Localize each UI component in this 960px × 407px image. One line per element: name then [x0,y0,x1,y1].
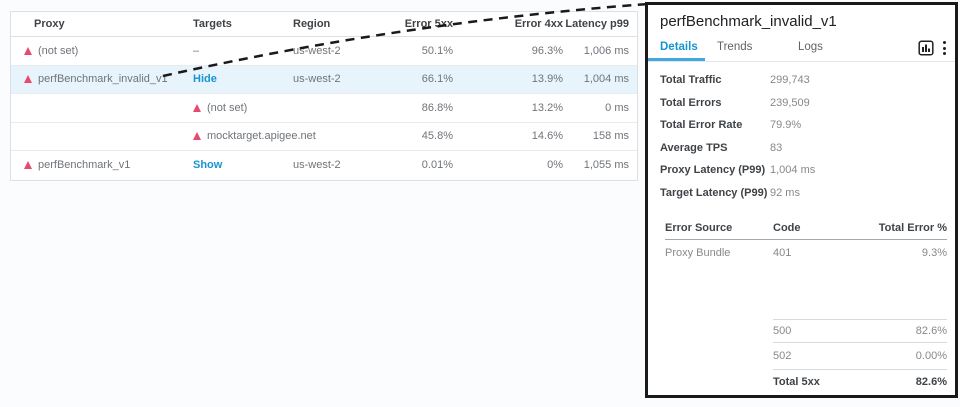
warning-triangle-icon [193,103,201,112]
region-value: us-west-2 [293,73,341,86]
code-value: 502 [773,350,792,362]
bar-chart-icon[interactable] [918,40,934,56]
column-header-targets: Targets [193,18,232,30]
error4xx-value: 0% [547,159,563,172]
proxy-name: perfBenchmark_v1 [38,159,131,172]
targets-value: – [193,44,200,57]
error4xx-value: 13.9% [531,73,563,86]
pct-value: 9.3% [921,247,947,259]
table-row[interactable]: perfBenchmark_v1 Show us-west-2 0.01% 0%… [11,151,637,180]
metric-row: Total Error Rate 79.9% [660,114,947,137]
metric-value: 92 ms [770,186,800,199]
metric-row: Total Errors 239,509 [660,92,947,115]
error-source-table: Error Source Code Total Error % Proxy Bu… [665,217,947,394]
pct-value: 0.00% [915,350,947,362]
error5xx-value: 45.8% [421,130,453,143]
target-name: mocktarget.apigee.net [207,130,316,143]
metrics-list: Total Traffic 299,743 Total Errors 239,5… [660,69,947,204]
metric-label: Average TPS [660,141,728,154]
error-table-spacer [665,266,947,319]
metric-label: Total Errors [660,96,722,109]
warning-triangle-icon [24,46,32,55]
table-row-target[interactable]: (not set) 86.8% 13.2% 0 ms [11,94,637,123]
tab-details[interactable]: Details [660,41,698,53]
error5xx-value: 66.1% [421,73,453,86]
table-row[interactable]: (not set) – us-west-2 50.1% 96.3% 1,006 … [11,37,637,66]
metric-value: 79.9% [770,119,802,132]
metric-value: 299,743 [770,74,810,87]
warning-triangle-icon [24,75,32,84]
column-header-proxy: Proxy [34,18,65,30]
metric-label: Target Latency (P99) [660,186,768,199]
metric-row: Average TPS 83 [660,137,947,160]
region-value: us-west-2 [293,159,341,172]
error5xx-value: 50.1% [421,44,453,57]
metric-value: 239,509 [770,96,810,109]
tab-divider [648,61,955,62]
proxy-detail-panel: perfBenchmark_invalid_v1 Details Trends … [645,2,958,398]
table-row-target[interactable]: mocktarget.apigee.net 45.8% 14.6% 158 ms [11,122,637,151]
total-5xx-pct: 82.6% [915,376,947,388]
metric-row: Total Traffic 299,743 [660,69,947,92]
error4xx-value: 14.6% [531,130,563,143]
metric-value: 83 [770,141,783,154]
show-targets-link[interactable]: Show [193,159,223,172]
panel-title: perfBenchmark_invalid_v1 [660,13,837,30]
metric-label: Proxy Latency (P99) [660,164,766,177]
error5xx-value: 86.8% [421,101,453,114]
total-error-pct-header: Total Error % [878,222,947,234]
warning-triangle-icon [193,132,201,141]
error-table-header: Error Source Code Total Error % [665,217,947,240]
column-header-region: Region [293,18,331,30]
code-value: 500 [773,325,792,337]
proxy-name: perfBenchmark_invalid_v1 [38,73,168,86]
metric-value: 1,004 ms [770,164,816,177]
active-tab-underline [648,58,705,61]
error-table-total-row: Total 5xx 82.6% [773,369,947,394]
metric-label: Total Error Rate [660,119,743,132]
column-header-error5xx: Error 5xx [404,18,453,30]
latency-value: 1,006 ms [583,44,629,57]
region-value: us-west-2 [293,44,341,57]
proxy-table: Proxy Targets Region Error 5xx Error 4xx… [10,11,638,181]
hide-targets-link[interactable]: Hide [193,73,217,86]
proxy-name: (not set) [38,44,79,57]
metric-row: Target Latency (P99) 92 ms [660,182,947,205]
error5xx-value: 0.01% [421,159,453,172]
error-table-row: 500 82.6% [773,319,947,342]
code-value: 401 [773,247,792,259]
error4xx-value: 96.3% [531,44,563,57]
error-source-value: Proxy Bundle [665,247,731,259]
kebab-menu-icon[interactable] [941,40,948,56]
latency-value: 1,055 ms [583,159,629,172]
total-5xx-label: Total 5xx [773,376,820,388]
code-header: Code [773,222,801,234]
tab-trends[interactable]: Trends [717,41,753,53]
error-table-row: Proxy Bundle 401 9.3% [665,240,947,266]
target-name: (not set) [207,101,248,114]
tab-logs[interactable]: Logs [798,41,823,53]
error-source-header: Error Source [665,222,733,234]
error-table-row: 502 0.00% [773,342,947,369]
error4xx-value: 13.2% [531,101,563,114]
latency-value: 0 ms [605,101,629,114]
table-header-row: Proxy Targets Region Error 5xx Error 4xx… [11,12,637,37]
metric-label: Total Traffic [660,74,722,87]
table-row-selected[interactable]: perfBenchmark_invalid_v1 Hide us-west-2 … [11,65,637,94]
pct-value: 82.6% [915,325,947,337]
column-header-latency: Latency p99 [565,18,629,30]
metric-row: Proxy Latency (P99) 1,004 ms [660,159,947,182]
latency-value: 158 ms [592,130,629,143]
warning-triangle-icon [24,161,32,170]
column-header-error4xx: Error 4xx [514,18,563,30]
latency-value: 1,004 ms [583,73,629,86]
